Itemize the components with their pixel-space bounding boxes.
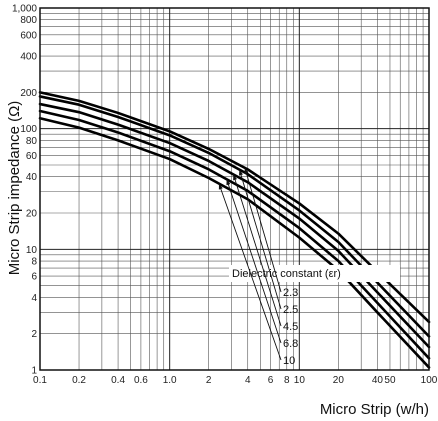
x-tick-label: 8 (284, 375, 290, 386)
x-tick-label: 4 (245, 375, 251, 386)
y-tick-label: 1 (31, 366, 37, 377)
plot-frame (39, 7, 430, 371)
legend-label-2-5: 2.5 (283, 304, 298, 316)
legend-label-2-3: 2.3 (283, 287, 298, 299)
x-tick-label: 0.4 (111, 375, 125, 386)
y-tick-label: 80 (26, 136, 38, 147)
leader-arrowhead-6-8 (226, 179, 231, 186)
x-tick-labels: 0.1 0.2 0.4 0.6 1.0 2 4 6 8 10 20 40 50 100 (33, 375, 438, 386)
y-tick-label: 40 (26, 172, 38, 183)
leader-line-10 (218, 183, 282, 361)
x-tick-label: 0.1 (33, 375, 47, 386)
leader-arrowhead-4-5 (233, 174, 238, 181)
y-tick-label: 4 (31, 293, 37, 304)
leader-arrowhead-2-5 (239, 169, 243, 176)
x-tick-label: 10 (294, 375, 306, 386)
y-tick-label: 10 (26, 245, 38, 256)
series-line-2-3 (38, 91, 431, 324)
leader-line-2-5 (238, 169, 282, 310)
leader-arrowhead-10 (218, 183, 223, 190)
x-tick-label: 100 (421, 375, 438, 386)
series-line-2-5 (38, 95, 431, 338)
x-tick-label: 50 (384, 375, 396, 386)
leader-line-2-3 (244, 167, 282, 293)
y-axis-title: Micro Strip impedance (Ω) (6, 101, 23, 276)
legend-title: Dielectric constant (εr) (232, 268, 341, 280)
series-lines (38, 91, 431, 369)
x-tick-label: 20 (333, 375, 345, 386)
y-tick-label: 20 (26, 209, 38, 220)
y-tick-label: 200 (20, 88, 37, 99)
y-tick-label: 8 (31, 257, 37, 268)
legend-label-6-8: 6.8 (283, 338, 298, 350)
x-tick-label: 40 (372, 375, 384, 386)
minor-gridlines (40, 8, 429, 370)
legend-label-4-5: 4.5 (283, 321, 298, 333)
x-tick-label: 1.0 (163, 375, 177, 386)
leader-line-4-5 (232, 174, 282, 327)
x-axis-title: Micro Strip (w/h) (320, 401, 429, 418)
legend-label-10: 10 (283, 355, 295, 367)
major-gridlines (39, 8, 429, 371)
y-tick-label: 2 (31, 329, 37, 340)
series-line-6-8 (38, 109, 431, 360)
y-tick-label: 100 (20, 124, 37, 135)
y-tick-label: 1,000 (12, 4, 37, 15)
series-line-10 (38, 116, 431, 369)
x-tick-label: 0.6 (134, 375, 148, 386)
x-tick-label: 6 (268, 375, 274, 386)
legend-items: 2.3 2.5 4.5 6.8 10 (218, 167, 298, 367)
y-tick-label: 400 (20, 52, 37, 63)
leader-arrowhead-2-3 (244, 167, 249, 174)
x-tick-label: 0.2 (72, 375, 86, 386)
x-tick-label: 2 (206, 375, 212, 386)
y-tick-label: 6 (31, 272, 37, 283)
y-tick-label: 800 (20, 15, 37, 26)
y-tick-label: 600 (20, 30, 37, 41)
y-tick-label: 60 (26, 151, 38, 162)
legend: Dielectric constant (εr) 2.3 2.5 4.5 6.8 10 (218, 167, 400, 367)
leader-line-6-8 (226, 179, 282, 344)
